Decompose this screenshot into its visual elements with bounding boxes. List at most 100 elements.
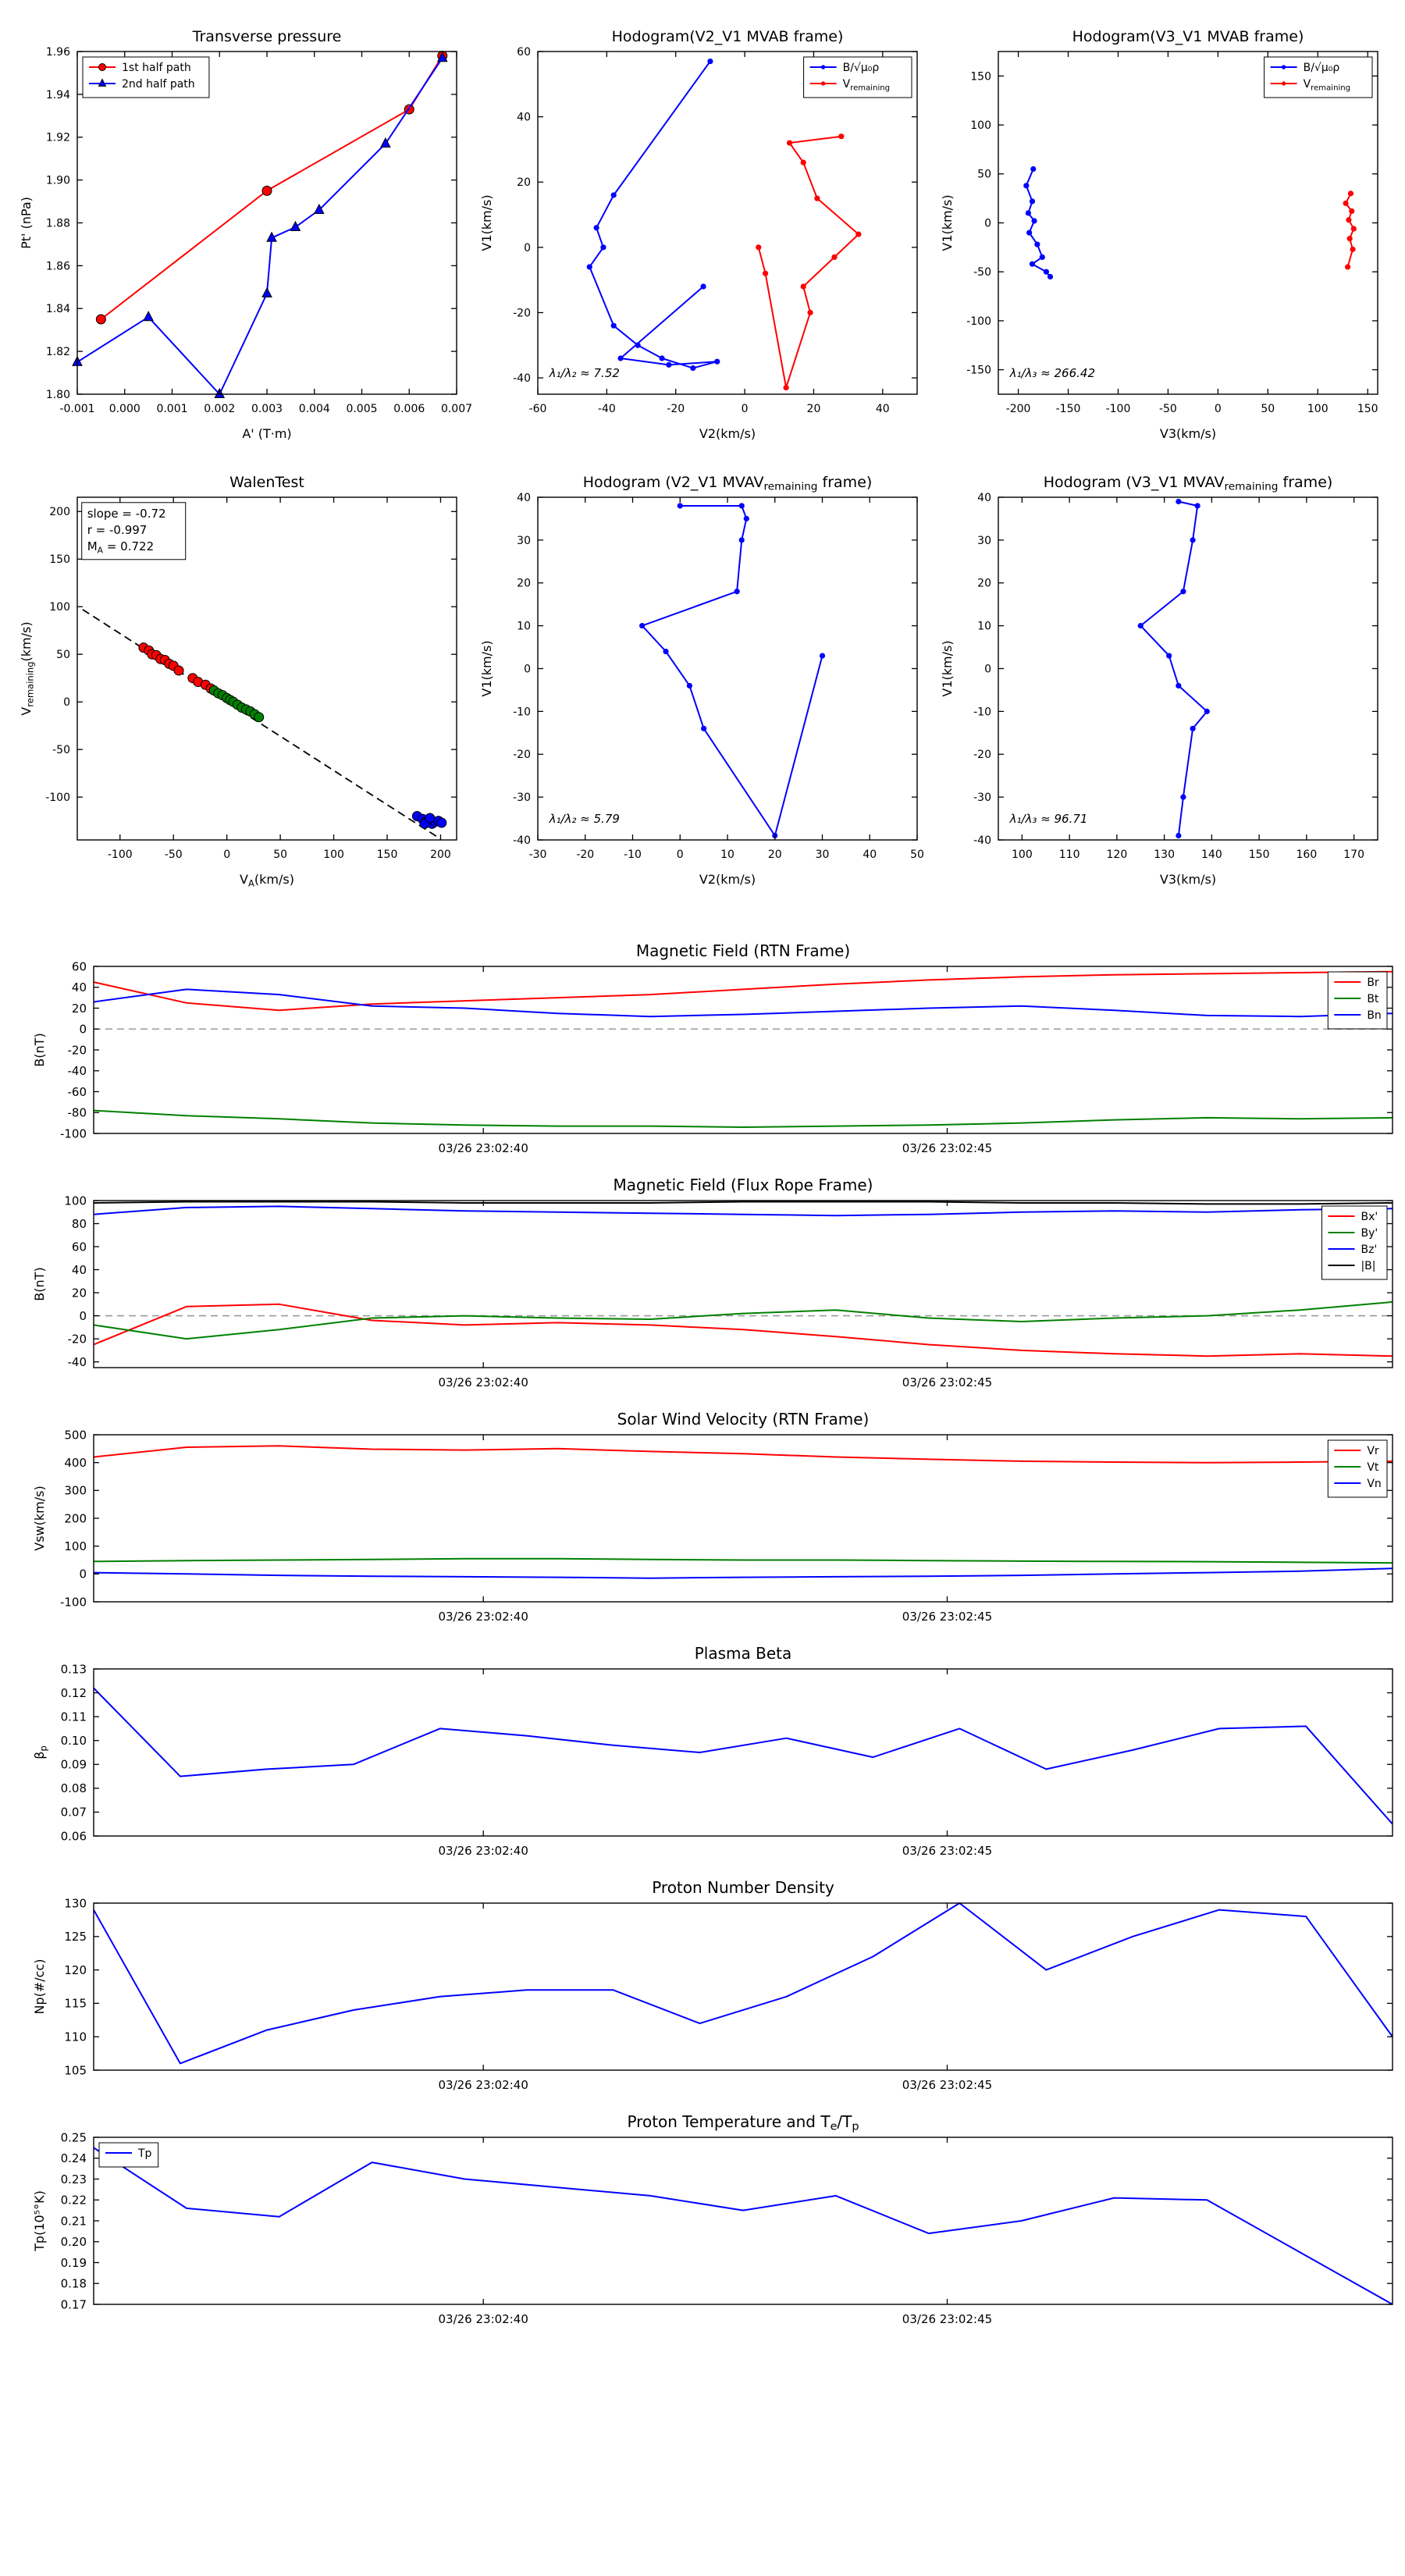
panel-solar-wind-velocity: 03/26 23:02:40 03/26 23:02:45 -100 0 100 200 3…	[32, 1410, 1393, 1624]
svg-text:20: 20	[72, 1286, 87, 1300]
svg-text:50: 50	[1261, 403, 1275, 415]
svg-text:Tp: Tp	[137, 2147, 152, 2160]
svg-text:40: 40	[977, 492, 991, 504]
svg-text:0: 0	[524, 663, 531, 675]
svg-text:1.82: 1.82	[46, 346, 70, 358]
svg-text:Proton Number Density: Proton Number Density	[652, 1878, 834, 1897]
svg-text:0: 0	[79, 1023, 87, 1037]
svg-text:1st half path: 1st half path	[122, 62, 191, 74]
svg-text:-100: -100	[966, 315, 991, 328]
panel-magnetic-field-rtn: 03/26 23:02:40 03/26 23:02:45 -100 -80 -60 -4…	[32, 941, 1393, 1155]
svg-text:-20: -20	[513, 749, 531, 761]
svg-text:By': By'	[1361, 1227, 1378, 1240]
svg-text:200: 200	[49, 506, 70, 518]
svg-text:-40: -40	[513, 834, 531, 847]
svg-text:30: 30	[977, 535, 991, 547]
svg-text:120: 120	[1107, 849, 1128, 861]
svg-text:115: 115	[64, 1997, 87, 2011]
svg-text:40: 40	[72, 1263, 87, 1277]
svg-text:100: 100	[64, 1194, 87, 1208]
svg-text:100: 100	[49, 601, 70, 614]
svg-text:-50: -50	[973, 266, 991, 279]
svg-text:-0.001: -0.001	[59, 403, 94, 415]
svg-text:-100: -100	[108, 849, 133, 861]
svg-text:1.80: 1.80	[46, 389, 70, 401]
svg-text:Hodogram (V2_V1 MVAVremaining: Hodogram (V2_V1 MVAVremaining frame)	[583, 474, 873, 493]
svg-text:Hodogram (V3_V1 MVAVremaining: Hodogram (V3_V1 MVAVremaining frame)	[1044, 474, 1333, 493]
svg-text:03/26 23:02:40: 03/26 23:02:40	[439, 1610, 528, 1624]
chart-hodogram-v3v1-mvab: -200 -150 -100 -50 0 50 100 150 -150 -100 -50 0 50 10…	[940, 28, 1378, 441]
svg-text:170: 170	[1343, 849, 1364, 861]
svg-text:0.08: 0.08	[61, 1781, 87, 1795]
svg-text:100: 100	[323, 849, 344, 861]
svg-text:10: 10	[720, 849, 735, 861]
svg-text:Pt' (nPa): Pt' (nPa)	[19, 197, 34, 249]
svg-text:200: 200	[430, 849, 451, 861]
svg-text:0.07: 0.07	[61, 1806, 87, 1820]
svg-text:0: 0	[79, 1309, 87, 1323]
svg-text:0.004: 0.004	[299, 403, 330, 415]
svg-text:-10: -10	[624, 849, 642, 861]
svg-text:1.92: 1.92	[46, 132, 70, 144]
svg-text:03/26 23:02:40: 03/26 23:02:40	[439, 2078, 528, 2092]
svg-text:03/26 23:02:45: 03/26 23:02:45	[902, 2078, 992, 2092]
svg-text:Vremaining: Vremaining	[843, 78, 890, 93]
svg-text:Vremaining: Vremaining	[1304, 78, 1350, 93]
svg-text:Transverse pressure: Transverse pressure	[192, 28, 342, 45]
svg-text:0: 0	[677, 849, 684, 861]
svg-text:Bn: Bn	[1367, 1009, 1381, 1022]
svg-text:-40: -40	[598, 403, 616, 415]
svg-text:-40: -40	[973, 834, 991, 847]
svg-text:V1(km/s): V1(km/s)	[940, 640, 955, 696]
svg-text:-100: -100	[60, 1126, 87, 1140]
svg-text:110: 110	[64, 2030, 87, 2044]
svg-text:-80: -80	[68, 1106, 87, 1120]
svg-text:03/26 23:02:45: 03/26 23:02:45	[902, 1610, 992, 1624]
svg-text:0.007: 0.007	[441, 403, 472, 415]
svg-text:-60: -60	[529, 403, 547, 415]
svg-text:-20: -20	[513, 307, 531, 319]
svg-text:VA(km/s): VA(km/s)	[240, 872, 294, 889]
svg-text:150: 150	[49, 553, 70, 566]
svg-text:03/26 23:02:45: 03/26 23:02:45	[902, 2312, 992, 2326]
panel-plasma-beta: 03/26 23:02:40 03/26 23:02:45 0.06 0.07 0.08…	[32, 1644, 1393, 1858]
svg-text:80: 80	[72, 1217, 87, 1231]
svg-text:0: 0	[223, 849, 230, 861]
svg-text:Hodogram(V2_V1 MVAB frame): Hodogram(V2_V1 MVAB frame)	[612, 28, 844, 45]
svg-text:120: 120	[64, 1963, 87, 1977]
svg-text:-20: -20	[68, 1043, 87, 1057]
svg-text:-40: -40	[68, 1064, 87, 1078]
svg-text:0.19: 0.19	[61, 2256, 87, 2270]
svg-text:60: 60	[72, 1240, 87, 1254]
panel-proton-number-density: 03/26 23:02:40 03/26 23:02:45 105 110 115 120…	[32, 1878, 1393, 2092]
svg-text:-10: -10	[513, 706, 531, 718]
svg-text:140: 140	[1201, 849, 1222, 861]
svg-text:0.13: 0.13	[61, 1662, 87, 1676]
hodogram-row-1: -0.001 0.000 0.001 0.002 0.003 0.004 0.005 0.00…	[0, 0, 1405, 449]
svg-text:300: 300	[64, 1484, 87, 1498]
svg-text:0.10: 0.10	[61, 1734, 87, 1748]
svg-text:03/26 23:02:40: 03/26 23:02:40	[439, 2312, 528, 2326]
svg-text:Solar Wind Velocity (RTN Frame: Solar Wind Velocity (RTN Frame)	[617, 1410, 870, 1429]
svg-text:0: 0	[63, 696, 70, 709]
svg-text:0.25: 0.25	[61, 2130, 87, 2144]
svg-text:40: 40	[876, 403, 890, 415]
chart-hodogram-v2v1-mvab: -60 -40 -20 0 20 40 -40 -20 0 20 40 60 Hodogram(V2_V…	[479, 28, 918, 441]
svg-text:1.88: 1.88	[46, 217, 70, 229]
svg-text:20: 20	[517, 578, 531, 590]
svg-text:1.84: 1.84	[46, 303, 70, 315]
svg-text:λ₁/λ₃ ≈ 96.71: λ₁/λ₃ ≈ 96.71	[1009, 812, 1088, 826]
svg-text:-100: -100	[45, 792, 70, 804]
svg-text:V1(km/s): V1(km/s)	[479, 640, 494, 696]
svg-text:03/26 23:02:45: 03/26 23:02:45	[902, 1375, 992, 1389]
svg-text:60: 60	[72, 959, 87, 973]
svg-text:-40: -40	[68, 1355, 87, 1369]
svg-text:-150: -150	[1056, 403, 1081, 415]
svg-text:V1(km/s): V1(km/s)	[940, 194, 955, 251]
svg-text:125: 125	[64, 1930, 87, 1944]
svg-text:0.002: 0.002	[204, 403, 235, 415]
svg-text:-60: -60	[68, 1085, 87, 1099]
svg-text:150: 150	[1249, 849, 1270, 861]
svg-text:03/26 23:02:40: 03/26 23:02:40	[439, 1375, 528, 1389]
